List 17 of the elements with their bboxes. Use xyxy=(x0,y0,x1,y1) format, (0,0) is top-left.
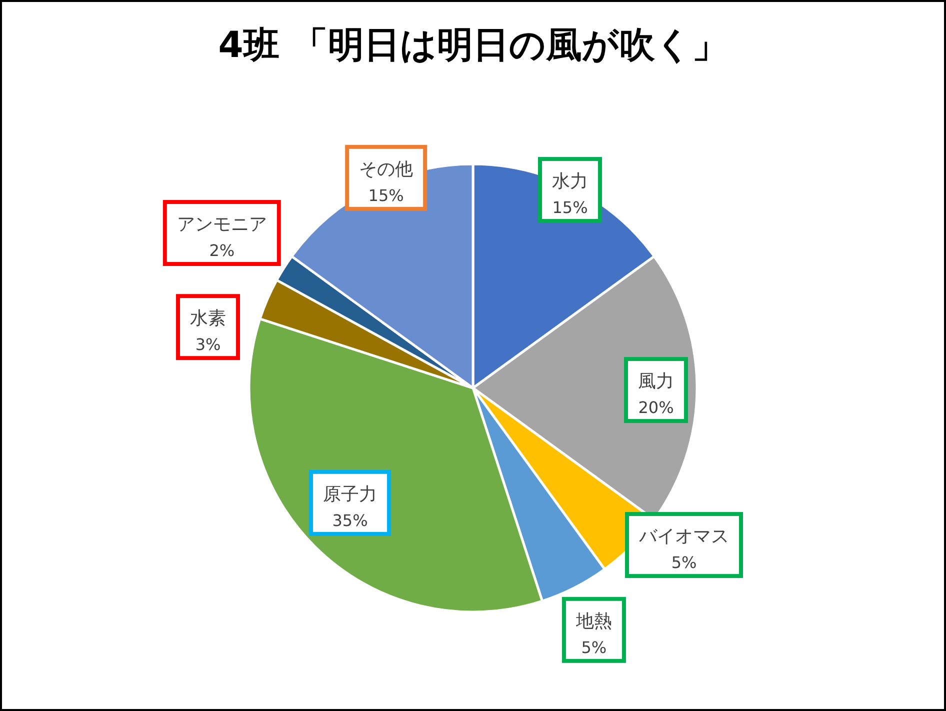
slice-label: 風力 xyxy=(638,370,674,392)
slice-label: 原子力 xyxy=(323,483,378,504)
slice-label: バイオマス xyxy=(638,526,730,547)
data-label: 5% xyxy=(581,637,607,656)
data-label: 3% xyxy=(195,334,221,354)
data-label: 35% xyxy=(332,510,368,530)
data-label: 2% xyxy=(209,240,235,260)
data-label: 15% xyxy=(552,197,588,216)
data-label: 15% xyxy=(368,185,404,204)
slice-label: 地熱 xyxy=(574,610,612,632)
slice-label: 水素 xyxy=(190,308,226,329)
slice-label: 水力 xyxy=(552,170,588,192)
chart-title: 4班 「明日は明日の風が吹く」 xyxy=(218,24,728,66)
data-label: 5% xyxy=(671,552,697,572)
slice-label: アンモニア xyxy=(176,213,267,234)
data-label: 20% xyxy=(638,398,674,417)
slice-label: その他 xyxy=(359,158,414,180)
